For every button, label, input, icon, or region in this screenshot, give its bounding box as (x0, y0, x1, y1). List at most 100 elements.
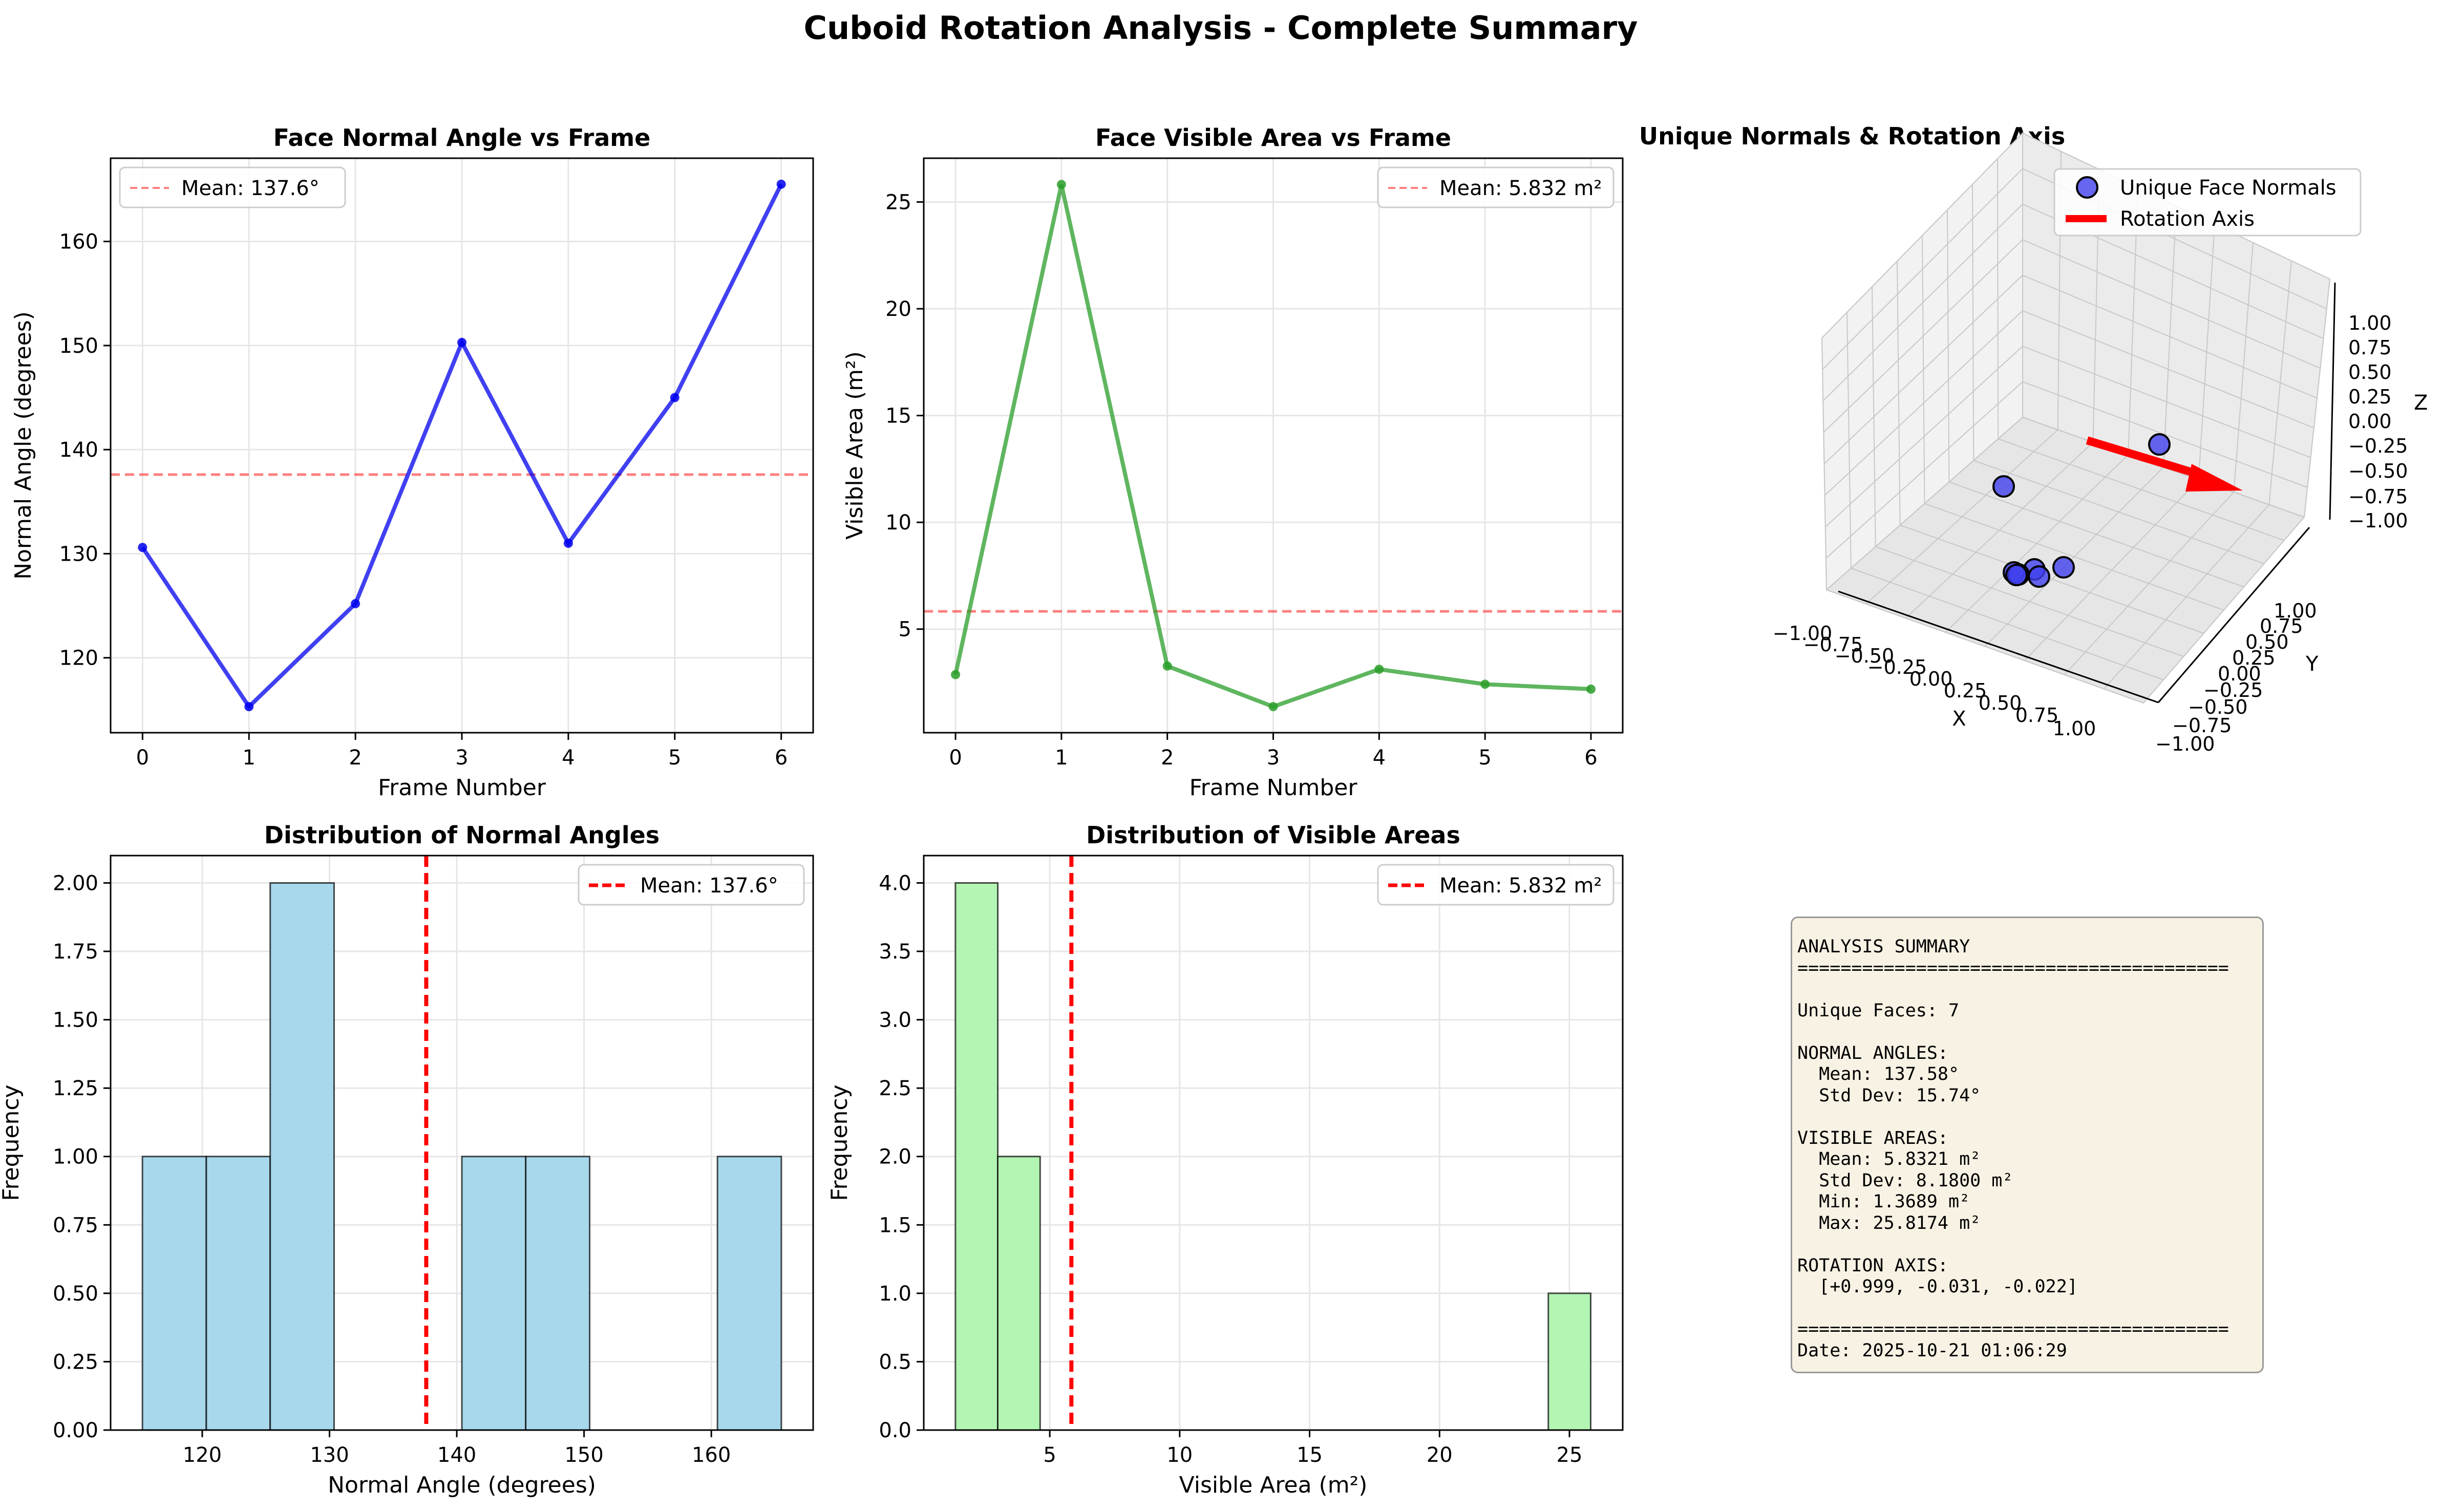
angle-line-frame (110, 157, 814, 734)
angle-hist-bar (716, 1156, 782, 1431)
normals3d-ztick-label: −0.25 (2348, 435, 2408, 457)
angle-line-xlabel: Frame Number (378, 775, 546, 801)
normals3d-y-axis (2157, 527, 2310, 703)
normals3d-grid (2024, 479, 2199, 661)
angle-hist-ytick-label: 0.50 (53, 1282, 98, 1306)
angle-hist-legend-label: Mean: 137.6° (640, 874, 778, 898)
summary-line (1797, 1298, 2262, 1319)
angle-hist-ytick-label: 1.75 (53, 940, 98, 964)
area-line-point (1056, 180, 1066, 189)
area-line-ytick-label: 5 (899, 618, 911, 642)
normals3d-rotation-arrowhead (2185, 464, 2243, 492)
area-hist-ytick-label: 1.5 (879, 1213, 911, 1237)
angle-line-point (776, 179, 786, 189)
normals3d-ztick-label: 0.00 (2348, 410, 2392, 433)
area-line-frame (923, 157, 1624, 734)
normals3d-grid (1826, 417, 2023, 590)
summary-line: Min: 1.3689 m² (1797, 1191, 1970, 1212)
area-hist-xtick-label: 10 (1166, 1443, 1193, 1467)
area-line-point (1162, 661, 1172, 671)
area-hist-xtick-label: 25 (1557, 1443, 1583, 1467)
area-line-ytick-label: 10 (885, 511, 911, 535)
angle-hist-ytick-label: 1.00 (53, 1145, 98, 1169)
normals3d-ytick-label: −0.25 (2203, 679, 2263, 701)
summary-line: Std Dev: 8.1800 m² (1797, 1170, 2013, 1191)
angle-hist-ytick-label: 0.25 (53, 1350, 98, 1374)
area-line-point (1374, 665, 1384, 674)
angle-line-ytick-label: 130 (59, 542, 98, 566)
normals3d-grid (2022, 346, 2311, 458)
area-line-xtick-label: 3 (1267, 746, 1280, 770)
normals3d-ytick-label: 0.25 (2232, 647, 2276, 669)
area-line-xtick-label: 4 (1373, 746, 1386, 770)
summary-line (1797, 1106, 2262, 1128)
summary-line: VISIBLE AREAS: (1797, 1127, 1949, 1148)
normals3d-ztick-label: −0.50 (2348, 460, 2408, 482)
area-hist-ytick-label: 3.0 (879, 1009, 911, 1032)
angle-hist-ytick-label: 0.00 (53, 1419, 98, 1442)
normals3d-legend: Unique Face Normals Rotation Axis (2053, 168, 2362, 237)
normals3d-ztick-label: −0.75 (2348, 485, 2408, 508)
normals3d-ytick-label: −0.75 (2172, 714, 2232, 737)
normals3d-ytick-label: −0.50 (2188, 696, 2247, 718)
angle-line-ytick-label: 160 (59, 230, 98, 254)
area-hist-ytick-label: 3.5 (879, 940, 911, 964)
normals3d-rotation-arrow (2086, 436, 2203, 479)
normals3d-xtick-label: −1.00 (1773, 622, 1832, 645)
normals3d-grid (1824, 310, 2023, 496)
normals3d-legend-box (2053, 168, 2362, 237)
area-hist-legend-label: Mean: 5.832 m² (1439, 874, 1602, 898)
normals3d-point (2005, 564, 2028, 586)
normals3d-point (2028, 565, 2050, 588)
angle-line-xtick-label: 1 (243, 746, 256, 770)
area-hist-axes: 5 10 15 20 25 0.0 0.5 1.0 1.5 2.0 2.5 3.0 3.5 4.0 Dist… (826, 821, 1623, 1498)
angle-line-xtick-label: 6 (775, 746, 788, 770)
angle-line-xtick-label: 5 (668, 746, 681, 770)
angle-hist-ytick-label: 1.50 (53, 1009, 98, 1032)
area-hist-ylabel: Frequency (826, 1084, 853, 1201)
area-hist-bar (997, 1156, 1041, 1431)
normals3d-grid (1825, 346, 2023, 527)
angle-line-point (457, 337, 466, 347)
normals3d-ytick-label: 1.00 (2274, 600, 2317, 622)
area-line-ytick-label: 15 (885, 404, 911, 428)
area-line-legend-box (1377, 166, 1615, 208)
normals3d-ztick-label: −1.00 (2348, 509, 2408, 532)
angle-line-legend-box (119, 166, 346, 208)
normals3d-grid (1922, 235, 1925, 504)
area-line-xtick-label: 0 (949, 746, 962, 770)
angle-line-ytick-label: 140 (59, 438, 98, 462)
normals3d-legend-swatch (2076, 176, 2098, 199)
normals3d-ztick-label: 0.25 (2348, 386, 2392, 408)
normals3d-grid (1947, 209, 1950, 482)
normals3d-title: Unique Normals & Rotation Axis (1639, 122, 2065, 150)
summary-line: ANALYSIS SUMMARY (1797, 936, 1970, 957)
area-line-ytick-label: 25 (885, 191, 911, 215)
normals3d-legend-label: Unique Face Normals (2120, 176, 2337, 200)
angle-hist-bar (269, 882, 335, 1431)
summary-line: ======================================== (1797, 957, 2229, 978)
angle-hist-xtick-label: 150 (564, 1443, 603, 1467)
normals3d-ylabel: Y (2305, 652, 2319, 676)
area-hist-xtick-label: 15 (1297, 1443, 1323, 1467)
normals3d-xtick-label: 0.00 (1909, 668, 1953, 690)
area-line-point (1268, 702, 1278, 712)
normals3d-grid (2163, 206, 2177, 467)
angle-hist-xtick-label: 160 (692, 1443, 731, 1467)
area-line-ylabel: Visible Area (m²) (842, 351, 868, 540)
angle-line-ylabel: Normal Angle (degrees) (10, 311, 36, 580)
angle-hist-title: Distribution of Normal Angles (264, 821, 660, 849)
normals3d-ztick-label: 1.00 (2348, 312, 2392, 334)
normals3d-ytick-label: −1.00 (2155, 733, 2215, 755)
angle-line-xtick-label: 2 (349, 746, 362, 770)
normals3d-grid (1949, 481, 2244, 588)
normals3d-grid (2103, 504, 2269, 690)
angle-hist-xlabel: Normal Angle (degrees) (328, 1472, 596, 1498)
angle-hist-xtick-label: 120 (183, 1443, 222, 1467)
normals3d-xtick-label: 1.00 (2053, 717, 2096, 740)
summary-line: [+0.999, -0.031, -0.022] (1797, 1276, 2078, 1297)
area-hist-ytick-label: 0.5 (879, 1350, 911, 1374)
area-hist-xtick-label: 20 (1427, 1443, 1453, 1467)
